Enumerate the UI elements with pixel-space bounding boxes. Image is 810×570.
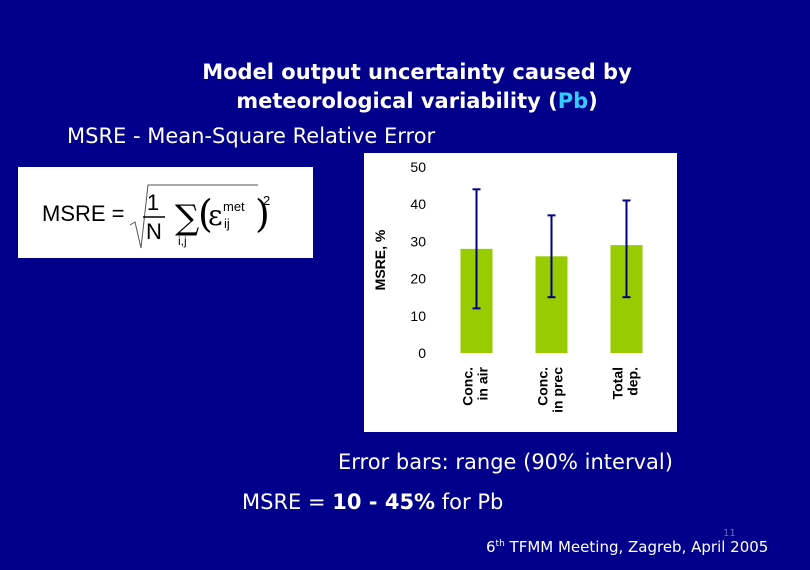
msre-range-note: MSRE = 10 - 45% for Pb: [242, 490, 503, 514]
msre-range-suffix: for Pb: [435, 490, 504, 514]
slide-number: 11: [723, 528, 736, 539]
y-tick-label: 50: [410, 159, 426, 175]
msre-range-prefix: MSRE =: [242, 490, 333, 514]
slide-title: Model output uncertainty caused by meteo…: [0, 58, 810, 116]
power-exponent: 2: [263, 193, 270, 208]
subtitle: MSRE - Mean-Square Relative Error: [67, 124, 436, 148]
footer-ordinal-suffix: th: [495, 539, 505, 549]
footer-text: TFMM Meeting, Zagreb, April 2005: [504, 538, 769, 556]
category-label-line: Conc.: [460, 367, 476, 406]
footer: 6th TFMM Meeting, Zagreb, April 2005: [486, 538, 768, 556]
sum-symbol: ∑: [175, 198, 199, 238]
y-tick-label: 10: [410, 308, 426, 324]
footer-ordinal: 6: [486, 538, 496, 556]
sum-subscript: i,j: [178, 234, 187, 248]
category-label: Conc.in prec: [535, 367, 566, 413]
formula-lhs: MSRE =: [42, 201, 125, 226]
error-bars-note: Error bars: range (90% interval): [338, 450, 673, 474]
y-tick-label: 20: [410, 271, 426, 287]
y-tick-label: 40: [410, 196, 426, 212]
y-axis-label: MSRE, %: [372, 229, 388, 290]
title-line-2-text: meteorological variability (: [236, 89, 558, 113]
formula-numerator: 1: [147, 190, 159, 215]
left-paren: (: [198, 192, 213, 236]
sqrt-sign: [129, 184, 258, 249]
formula-svg: MSRE = 1 N ∑ i,j ( ε met ij ) 2: [42, 184, 270, 249]
msre-range-value: 10 - 45%: [332, 490, 436, 514]
y-tick-label: 30: [410, 233, 426, 249]
title-line-2: meteorological variability (Pb): [0, 87, 810, 116]
category-label-line: in prec: [550, 367, 566, 413]
category-label-line: dep.: [625, 367, 641, 396]
epsilon-superscript: met: [223, 199, 245, 214]
category-label: Totaldep.: [610, 367, 641, 399]
msre-chart: 0 10 20 30 40 50 MSRE, % Conc.in air Conc.in pre…: [364, 153, 677, 432]
epsilon-symbol: ε: [208, 199, 223, 232]
category-label-line: Total: [610, 367, 626, 399]
formula-denominator: N: [146, 219, 162, 244]
title-line-1: Model output uncertainty caused by: [202, 60, 632, 84]
category-label: Conc.in air: [460, 366, 491, 405]
title-close-paren: ): [588, 89, 598, 113]
title-pb-element: Pb: [557, 89, 589, 113]
category-label-line: in air: [475, 366, 491, 400]
epsilon-subscript: ij: [224, 216, 230, 231]
right-paren: ): [255, 192, 270, 236]
y-tick-label: 0: [418, 345, 426, 361]
msre-formula: MSRE = 1 N ∑ i,j ( ε met ij ) 2: [18, 167, 313, 258]
category-label-line: Conc.: [535, 367, 551, 406]
